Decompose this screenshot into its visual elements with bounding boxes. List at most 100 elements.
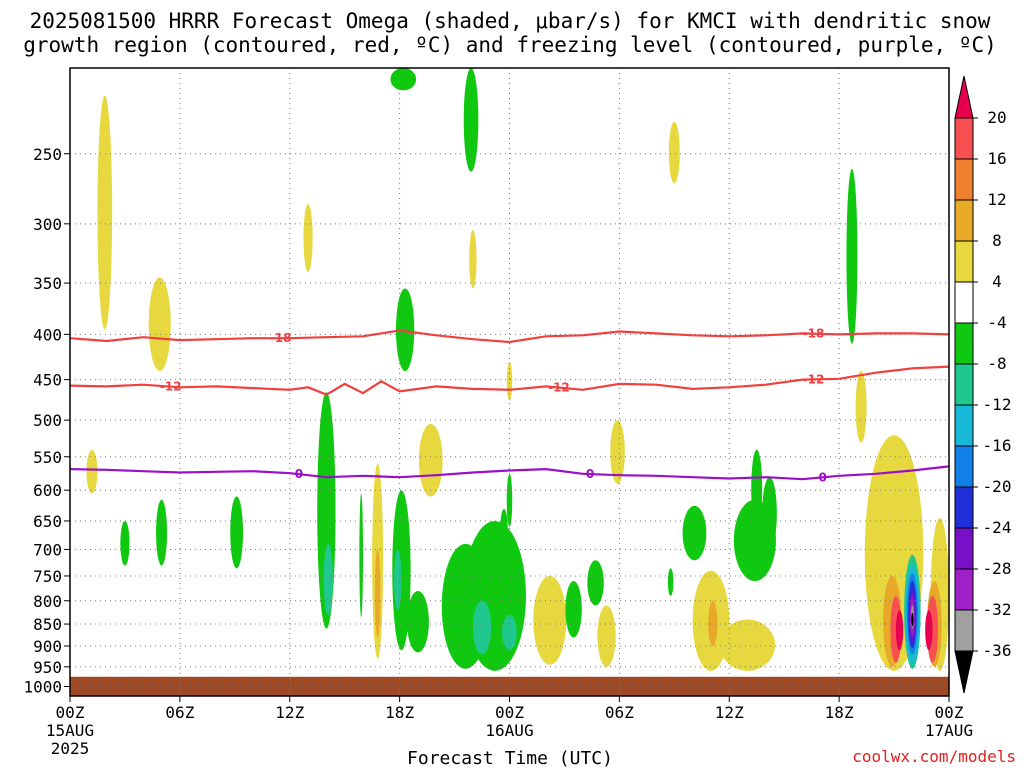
title-line-1: 2025081500 HRRR Forecast Omega (shaded, … [30, 9, 991, 33]
y-tick-label: 550 [33, 448, 62, 467]
y-tick-label: 850 [33, 615, 62, 634]
y-tick-label: 800 [33, 592, 62, 611]
y-tick-label: 450 [33, 371, 62, 390]
omega-region-pos4 [418, 423, 443, 497]
x-tick-label: 06Z [605, 703, 634, 722]
colorbar-swatch [954, 404, 974, 447]
omega-region-pos4 [720, 619, 776, 671]
omega-region-neg8 [472, 600, 492, 655]
title-line-2: growth region (contoured, red, ºC) and f… [23, 33, 997, 57]
colorbar-swatch [954, 486, 974, 529]
y-tick-label: 600 [33, 481, 62, 500]
colorbar-label: -36 [983, 641, 1012, 660]
contour-line-minus18 [69, 329, 950, 344]
colorbar-label: -28 [983, 559, 1012, 578]
contour-label: -12 [803, 372, 825, 386]
omega-region-neg4 [846, 168, 858, 344]
y-axis: 250 300 350 400 450 500 550 600 650 700 750 800 850 9… [23, 145, 70, 697]
omega-region-neg4 [392, 490, 411, 651]
x-tick-label: 06Z [165, 703, 194, 722]
x-tick-date-label: 16AUG [485, 721, 533, 740]
omega-region-neg4 [463, 68, 479, 172]
ground-layer [70, 676, 949, 696]
y-tick-label: 900 [33, 637, 62, 656]
contour-label: 0 [586, 467, 594, 481]
omega-region-neg4 [506, 473, 513, 527]
omega-region-pos4 [86, 449, 98, 494]
x-tick-label: 00Z [935, 703, 964, 722]
y-tick-label: 400 [33, 325, 62, 344]
colorbar-swatch [954, 117, 974, 160]
omega-region-pos4 [469, 230, 477, 289]
y-tick-label: 350 [33, 274, 62, 293]
omega-region-neg4 [500, 508, 508, 544]
omega-region-pos4 [597, 605, 616, 667]
contour-label: -18 [803, 327, 825, 341]
colorbar-swatch [954, 240, 974, 283]
omega-region-pos4 [303, 204, 313, 272]
omega-region-neg4 [230, 496, 244, 569]
colorbar-label: 16 [987, 149, 1006, 168]
omega-region-pos8 [374, 549, 381, 638]
omega-region-neg4 [682, 505, 707, 561]
colorbar-swatch [954, 199, 974, 242]
x-tick-date-label: 2025 [51, 739, 90, 758]
omega-region-pos20 [895, 610, 904, 651]
omega-region-pos4 [97, 95, 113, 330]
contour-lines: -18 -18 -12 -12 -12 0 0 0 [69, 327, 950, 484]
colorbar-top-triangle [954, 75, 974, 119]
omega-region-neg4 [667, 568, 674, 596]
x-axis-title: Forecast Time (UTC) [407, 748, 613, 768]
y-tick-label: 950 [33, 658, 62, 677]
colorbar-swatch [954, 281, 974, 324]
colorbar-label: -4 [987, 313, 1006, 332]
y-tick-label: 1000 [23, 678, 62, 697]
colorbar-swatch [954, 158, 974, 201]
omega-region-neg8 [502, 614, 517, 651]
x-tick-date-label: 17AUG [925, 721, 973, 740]
plot-area: -18 -18 -12 -12 -12 0 0 0 [69, 67, 950, 697]
chart-title: 2025081500 HRRR Forecast Omega (shaded, … [23, 9, 997, 57]
x-tick-label: 00Z [495, 703, 524, 722]
omega-region-pos8 [708, 600, 718, 647]
credit-text: coolwx.com/models [852, 747, 1016, 766]
y-tick-label: 250 [33, 145, 62, 164]
colorbar-swatch [954, 609, 974, 652]
colorbar-label: 20 [987, 108, 1006, 127]
x-tick-label: 18Z [385, 703, 414, 722]
colorbar-label: -8 [987, 354, 1006, 373]
colorbar-swatch [954, 568, 974, 611]
omega-region-pos4 [533, 575, 567, 665]
colorbar-swatch [954, 322, 974, 365]
omega-region-neg4 [395, 288, 415, 372]
contour-label: 0 [295, 467, 303, 481]
colorbar-label: -20 [983, 477, 1012, 496]
colorbar-swatch [954, 527, 974, 570]
omega-region-neg36 [911, 612, 914, 627]
contour-label: -12 [160, 380, 182, 394]
y-tick-label: 700 [33, 540, 62, 559]
omega-region-neg4 [565, 581, 582, 638]
omega-region-neg4 [587, 560, 604, 606]
y-tick-label: 750 [33, 567, 62, 586]
omega-region-neg4 [120, 520, 130, 566]
x-tick-label: 18Z [825, 703, 854, 722]
omega-region-pos4 [610, 420, 625, 484]
omega-region-neg4 [359, 493, 364, 618]
colorbar-label: -16 [983, 436, 1012, 455]
omega-region-pos4 [855, 371, 867, 443]
omega-region-neg4 [762, 477, 777, 550]
colorbar-bottom-triangle [954, 650, 974, 694]
omega-region-neg8 [394, 549, 402, 611]
colorbar-label: -24 [983, 518, 1012, 537]
colorbar-label: 8 [992, 231, 1002, 250]
omega-region-pos4 [668, 121, 680, 184]
omega-region-neg8 [323, 543, 333, 615]
omega-region-neg4 [751, 449, 763, 527]
omega-shading [86, 68, 949, 671]
omega-region-neg4 [390, 68, 417, 91]
y-tick-label: 300 [33, 215, 62, 234]
x-tick-label: 12Z [715, 703, 744, 722]
